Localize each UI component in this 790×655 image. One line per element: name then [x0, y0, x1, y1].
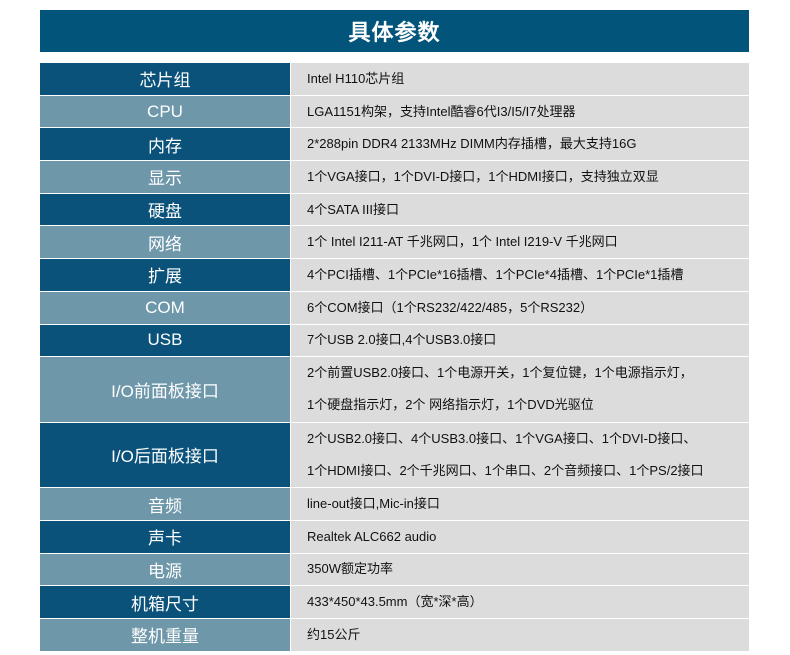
section-title: 具体参数 — [40, 10, 749, 52]
spec-value: 1个VGA接口，1个DVI-D接口，1个HDMI接口，支持独立双显 — [290, 161, 749, 193]
spec-label: 声卡 — [40, 520, 290, 553]
spec-label: 音频 — [40, 488, 290, 520]
spec-row: 机箱尺寸 433*450*43.5mm（宽*深*高） — [40, 586, 749, 619]
spec-row: 整机重量 约15公斤 — [40, 618, 749, 652]
spec-label: 网络 — [40, 226, 290, 259]
spec-row: I/O前面板接口 2个前置USB2.0接口、1个电源开关，1个复位键，1个电源指示… — [40, 357, 749, 423]
spec-value-line: 2个USB2.0接口、4个USB3.0接口、1个VGA接口、1个DVI-D接口、 — [307, 430, 697, 446]
spec-label: 内存 — [40, 128, 290, 161]
spec-row: 芯片组 Intel H110芯片组 — [40, 63, 749, 96]
spec-label: I/O后面板接口 — [40, 422, 290, 488]
spec-value: 2个USB2.0接口、4个USB3.0接口、1个VGA接口、1个DVI-D接口、… — [290, 422, 749, 488]
spec-label: 扩展 — [40, 259, 290, 291]
spec-value: 2*288pin DDR4 2133MHz DIMM内存插槽，最大支持16G — [290, 128, 749, 161]
spec-value-line: 7个USB 2.0接口,4个USB3.0接口 — [307, 332, 497, 348]
spec-value: Realtek ALC662 audio — [290, 520, 749, 553]
spec-value-line: 433*450*43.5mm（宽*深*高） — [307, 594, 483, 610]
spec-row: 电源 350W额定功率 — [40, 553, 749, 587]
spec-label: I/O前面板接口 — [40, 357, 290, 422]
spec-value-line: 4个PCI插槽、1个PCIe*16插槽、1个PCIe*4插槽、1个PCIe*1插… — [307, 266, 684, 282]
spec-value: line-out接口,Mic-in接口 — [290, 488, 749, 520]
spec-label: 硬盘 — [40, 193, 290, 226]
spec-value: Intel H110芯片组 — [290, 63, 749, 95]
spec-value: 350W额定功率 — [290, 553, 749, 586]
spec-value: 4个SATA III接口 — [290, 193, 749, 226]
spec-row: 显示 1个VGA接口，1个DVI-D接口，1个HDMI接口，支持独立双显 — [40, 161, 749, 194]
spec-value: 7个USB 2.0接口,4个USB3.0接口 — [290, 324, 749, 357]
spec-value-line: 约15公斤 — [307, 626, 361, 642]
spec-value-line: 350W额定功率 — [307, 561, 393, 577]
spec-row: 硬盘 4个SATA III接口 — [40, 193, 749, 227]
spec-row: 扩展 4个PCI插槽、1个PCIe*16插槽、1个PCIe*4插槽、1个PCIe*… — [40, 259, 749, 292]
spec-value-line: 1个VGA接口，1个DVI-D接口，1个HDMI接口，支持独立双显 — [307, 168, 659, 184]
spec-label: 电源 — [40, 553, 290, 586]
spec-row: 网络 1个 Intel I211-AT 千兆网口，1个 Intel I219-V … — [40, 226, 749, 260]
spec-value: 433*450*43.5mm（宽*深*高） — [290, 586, 749, 618]
spec-value: LGA1151构架，支持Intel酷睿6代I3/I5/I7处理器 — [290, 95, 749, 128]
spec-value-line: 6个COM接口（1个RS232/422/485，5个RS232） — [307, 299, 594, 315]
spec-row: USB 7个USB 2.0接口,4个USB3.0接口 — [40, 324, 749, 358]
spec-label: 整机重量 — [40, 618, 290, 651]
spec-value-line: 2个前置USB2.0接口、1个电源开关，1个复位键，1个电源指示灯， — [307, 365, 693, 381]
spec-value-line: 1个HDMI接口、2个千兆网口、1个串口、2个音频接口、1个PS/2接口 — [307, 462, 704, 478]
spec-label: 芯片组 — [40, 63, 290, 95]
spec-value: 4个PCI插槽、1个PCIe*16插槽、1个PCIe*4插槽、1个PCIe*1插… — [290, 259, 749, 291]
spec-value-line: 4个SATA III接口 — [307, 201, 399, 217]
spec-row: 音频 line-out接口,Mic-in接口 — [40, 488, 749, 521]
spec-row: I/O后面板接口 2个USB2.0接口、4个USB3.0接口、1个VGA接口、1个… — [40, 422, 749, 489]
spec-value: 1个 Intel I211-AT 千兆网口，1个 Intel I219-V 千兆… — [290, 226, 749, 259]
spec-label: 机箱尺寸 — [40, 586, 290, 618]
spec-label: COM — [40, 291, 290, 324]
spec-value: 约15公斤 — [290, 618, 749, 651]
spec-label: USB — [40, 324, 290, 357]
spec-table: 芯片组 Intel H110芯片组 CPU LGA1151构架，支持Intel酷睿6代… — [40, 63, 749, 652]
spec-value-line: 1个 Intel I211-AT 千兆网口，1个 Intel I219-V 千兆… — [307, 234, 618, 250]
spec-label: CPU — [40, 95, 290, 128]
spec-row: CPU LGA1151构架，支持Intel酷睿6代I3/I5/I7处理器 — [40, 95, 749, 129]
spec-label: 显示 — [40, 161, 290, 193]
spec-row: 声卡 Realtek ALC662 audio — [40, 520, 749, 554]
spec-value-line: Realtek ALC662 audio — [307, 528, 437, 544]
spec-value-line: Intel H110芯片组 — [307, 70, 405, 86]
spec-value-line: line-out接口,Mic-in接口 — [307, 496, 440, 512]
spec-value-line: LGA1151构架，支持Intel酷睿6代I3/I5/I7处理器 — [307, 103, 576, 119]
spec-value: 2个前置USB2.0接口、1个电源开关，1个复位键，1个电源指示灯， 1个硬盘指示… — [290, 357, 749, 422]
spec-row: COM 6个COM接口（1个RS232/422/485，5个RS232） — [40, 291, 749, 325]
spec-value: 6个COM接口（1个RS232/422/485，5个RS232） — [290, 291, 749, 324]
spec-value-line: 2*288pin DDR4 2133MHz DIMM内存插槽，最大支持16G — [307, 136, 637, 152]
spec-row: 内存 2*288pin DDR4 2133MHz DIMM内存插槽，最大支持16G — [40, 128, 749, 162]
spec-value-line: 1个硬盘指示灯，2个 网络指示灯，1个DVD光驱位 — [307, 397, 594, 413]
